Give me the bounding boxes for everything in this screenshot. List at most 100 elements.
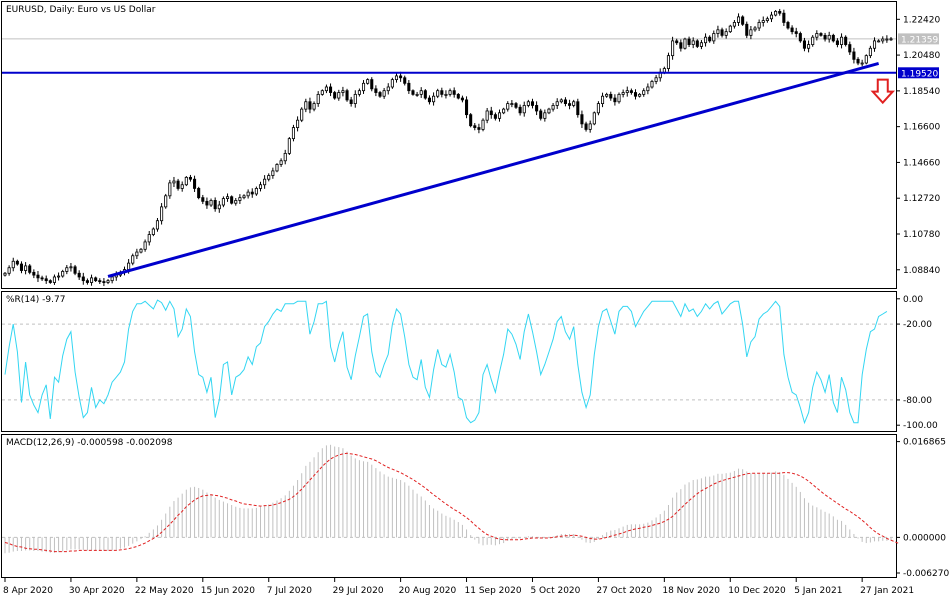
candle xyxy=(287,137,291,155)
candle xyxy=(81,272,85,285)
ascending-trendline[interactable] xyxy=(107,61,880,278)
candle xyxy=(230,195,234,205)
candle xyxy=(794,27,798,38)
candle xyxy=(28,264,32,275)
bear-candle-body xyxy=(477,127,481,130)
candle xyxy=(584,121,588,132)
candle xyxy=(514,101,518,109)
bull-candle-body xyxy=(761,20,765,23)
bull-candle-body xyxy=(180,184,184,189)
bull-candle-body xyxy=(324,86,328,92)
candle xyxy=(774,10,778,17)
candle xyxy=(592,111,596,126)
bear-candle-body xyxy=(176,180,180,189)
current-price-label: 1.21359 xyxy=(901,35,938,45)
bear-candle-body xyxy=(786,22,790,29)
bull-candle-body xyxy=(650,81,654,88)
candle xyxy=(234,197,238,206)
candle xyxy=(147,231,151,246)
candle xyxy=(654,75,658,85)
bear-candle-body xyxy=(613,97,617,103)
candle xyxy=(642,88,646,97)
candle xyxy=(254,186,258,196)
candle xyxy=(151,227,155,237)
bull-candle-body xyxy=(662,68,666,73)
bull-candle-body xyxy=(840,36,844,45)
bear-candle-body xyxy=(213,200,217,210)
candle xyxy=(423,89,427,100)
candle xyxy=(143,239,147,252)
bear-candle-body xyxy=(580,114,584,125)
candle xyxy=(609,91,613,101)
bear-candle-body xyxy=(741,16,745,25)
candle xyxy=(868,45,872,59)
bear-candle-body xyxy=(790,27,794,33)
bull-candle-body xyxy=(275,164,279,172)
bear-candle-body xyxy=(794,31,798,34)
bull-candle-body xyxy=(601,95,605,104)
y-tick-label: -80.00 xyxy=(903,396,932,406)
bear-candle-body xyxy=(77,272,81,278)
candle xyxy=(605,92,609,98)
candle xyxy=(666,52,671,72)
bear-candle-body xyxy=(370,79,374,90)
candle xyxy=(844,35,848,47)
candle xyxy=(61,269,65,278)
candle xyxy=(732,20,736,29)
bear-candle-body xyxy=(32,271,36,276)
candle xyxy=(432,92,436,106)
candle xyxy=(337,89,341,101)
bear-candle-body xyxy=(44,278,48,282)
candle xyxy=(374,85,378,97)
bear-candle-body xyxy=(823,34,827,40)
bull-candle-body xyxy=(419,90,423,95)
bull-candle-body xyxy=(753,27,757,31)
candle xyxy=(518,104,522,116)
bear-candle-body xyxy=(782,12,786,23)
candle xyxy=(312,101,316,112)
bull-candle-body xyxy=(184,176,188,186)
candle xyxy=(361,80,366,94)
candle xyxy=(675,38,679,45)
bear-candle-body xyxy=(102,281,106,283)
y-tick-label: 1.12720 xyxy=(903,194,940,204)
bull-candle-body xyxy=(386,86,390,92)
bull-candle-body xyxy=(736,16,741,23)
bull-candle-body xyxy=(320,90,324,95)
bull-candle-body xyxy=(596,103,600,114)
candle xyxy=(728,24,732,33)
bull-candle-body xyxy=(246,191,250,197)
candle xyxy=(588,120,592,133)
candle xyxy=(296,116,300,132)
bear-candle-body xyxy=(530,101,535,106)
bull-candle-body xyxy=(127,262,131,270)
bull-candle-body xyxy=(522,105,526,114)
candle xyxy=(745,21,749,39)
macd-y-axis: 0.016865 0.000000 -0.006270 xyxy=(896,438,949,579)
candle xyxy=(193,175,197,192)
candle xyxy=(835,38,839,48)
candle xyxy=(32,269,36,279)
candle xyxy=(160,203,164,225)
macd-histogram xyxy=(4,444,892,554)
x-tick-label: 27 Jan 2021 xyxy=(860,586,914,596)
sell-arrow-icon[interactable] xyxy=(870,78,896,105)
candle xyxy=(415,91,419,97)
main-chart-title: EURUSD, Daily: Euro vs US Dollar xyxy=(6,5,156,15)
bear-candle-body xyxy=(584,123,588,130)
bull-candle-body xyxy=(642,90,646,95)
candle xyxy=(44,275,48,284)
bull-candle-body xyxy=(300,108,304,121)
bear-candle-body xyxy=(695,40,699,47)
candle xyxy=(238,194,242,204)
candle xyxy=(827,31,831,43)
bear-candle-body xyxy=(629,90,633,93)
candle xyxy=(786,20,790,30)
candle xyxy=(36,271,40,282)
bull-candle-body xyxy=(716,29,720,34)
candle xyxy=(106,279,110,285)
bull-candle-body xyxy=(868,47,872,57)
bear-candle-body xyxy=(489,110,493,116)
